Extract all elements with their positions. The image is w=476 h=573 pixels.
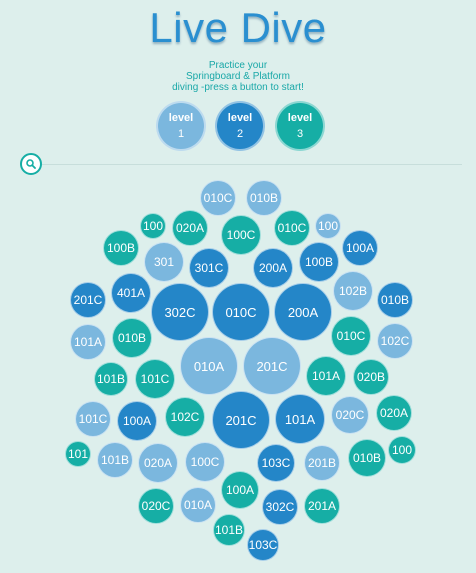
dive-bubble[interactable]: 010B	[377, 282, 413, 318]
dive-bubble[interactable]: 100	[388, 436, 416, 464]
dive-bubble[interactable]: 101B	[213, 514, 245, 546]
dive-bubble[interactable]: 101A	[70, 324, 106, 360]
dive-bubble[interactable]: 101B	[94, 362, 128, 396]
level-1-button[interactable]: level 1	[156, 101, 206, 151]
dive-bubble[interactable]: 010B	[246, 180, 282, 216]
level-label: level	[168, 112, 194, 124]
dive-bubble[interactable]: 301C	[189, 248, 229, 288]
level-number: 1	[177, 128, 185, 140]
dive-bubble[interactable]: 020A	[172, 210, 208, 246]
dive-bubble[interactable]: 100	[315, 213, 341, 239]
dive-bubble[interactable]: 401A	[111, 273, 151, 313]
dive-bubble[interactable]: 102C	[377, 323, 413, 359]
dive-bubble[interactable]: 101C	[75, 401, 111, 437]
dive-bubble[interactable]: 020C	[138, 488, 174, 524]
app-title: Live Dive	[149, 4, 327, 51]
subtitle-line: diving -press a button to start!	[172, 82, 304, 93]
dive-bubble[interactable]: 100	[140, 213, 166, 239]
dive-bubble[interactable]: 201B	[304, 445, 340, 481]
dive-bubble[interactable]: 201C	[70, 282, 106, 318]
dive-bubble[interactable]: 020B	[353, 359, 389, 395]
dive-bubble[interactable]: 101C	[135, 359, 175, 399]
dive-bubble[interactable]: 100C	[185, 442, 225, 482]
dive-bubble[interactable]: 010C	[200, 180, 236, 216]
dive-bubble[interactable]: 201A	[304, 488, 340, 524]
divider	[42, 164, 462, 165]
dive-bubble[interactable]: 302C	[151, 283, 209, 341]
dive-bubble[interactable]: 100B	[103, 230, 139, 266]
dive-bubble[interactable]: 010B	[112, 318, 152, 358]
dive-bubble[interactable]: 010C	[212, 283, 270, 341]
dive-bubble[interactable]: 201C	[243, 337, 301, 395]
dive-bubble[interactable]: 103C	[257, 444, 295, 482]
dive-bubble[interactable]: 200A	[274, 283, 332, 341]
search-button[interactable]	[20, 153, 42, 175]
dive-bubble[interactable]: 101	[65, 441, 91, 467]
dive-bubble[interactable]: 010C	[331, 316, 371, 356]
dive-bubble[interactable]: 101A	[306, 356, 346, 396]
subtitle-line: Practice your	[208, 60, 268, 71]
level-label: level	[287, 112, 313, 124]
dive-bubble[interactable]: 020C	[331, 396, 369, 434]
dive-bubble[interactable]: 100A	[342, 230, 378, 266]
subtitle: Practice your Springboard & Platform div…	[0, 60, 476, 93]
dive-bubble[interactable]: 301	[144, 242, 184, 282]
dive-bubble[interactable]: 200A	[253, 248, 293, 288]
dive-bubble[interactable]: 020A	[376, 395, 412, 431]
dive-bubble[interactable]: 010A	[180, 337, 238, 395]
dive-bubble[interactable]: 101B	[97, 442, 133, 478]
dive-bubble[interactable]: 100C	[221, 215, 261, 255]
dive-bubble[interactable]: 020A	[138, 443, 178, 483]
dive-bubble[interactable]: 100A	[117, 401, 157, 441]
dive-bubble[interactable]: 010B	[348, 439, 386, 477]
dive-bubble[interactable]: 102C	[165, 397, 205, 437]
dive-bubble[interactable]: 302C	[262, 489, 298, 525]
search-icon	[26, 159, 36, 169]
level-3-button[interactable]: level 3	[275, 101, 325, 151]
subtitle-line: Springboard & Platform	[186, 71, 290, 82]
dive-bubble[interactable]: 100B	[299, 242, 339, 282]
dive-bubble[interactable]: 201C	[212, 391, 270, 449]
dive-bubble[interactable]: 101A	[275, 394, 325, 444]
dive-bubble[interactable]: 010A	[180, 487, 216, 523]
dive-bubble[interactable]: 103C	[247, 529, 279, 561]
level-2-button[interactable]: level 2	[215, 101, 265, 151]
dive-bubble[interactable]: 100A	[221, 471, 259, 509]
level-number: 3	[296, 128, 304, 140]
dive-bubble[interactable]: 010C	[274, 210, 310, 246]
level-label: level	[227, 112, 253, 124]
level-number: 2	[236, 128, 244, 140]
dive-bubble[interactable]: 102B	[333, 271, 373, 311]
